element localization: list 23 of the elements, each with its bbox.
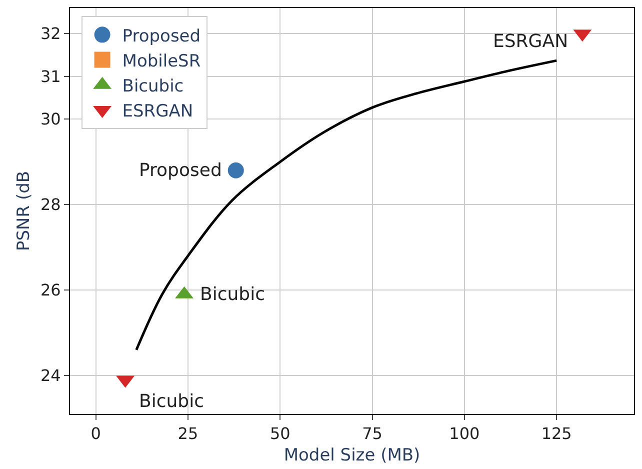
y-tick-label: 32 bbox=[40, 24, 61, 44]
annotation: Bicubic bbox=[200, 284, 265, 305]
y-axis-title: PSNR (dB bbox=[14, 170, 34, 252]
x-tick-label: 100 bbox=[449, 424, 480, 444]
y-tick-label: 31 bbox=[40, 66, 61, 86]
x-axis-title: Model Size (MB) bbox=[284, 446, 420, 466]
x-tick-label: 25 bbox=[178, 424, 198, 444]
y-tick-label: 24 bbox=[40, 366, 61, 386]
legend-label: Bicubic bbox=[122, 76, 184, 96]
x-tick-label: 50 bbox=[270, 424, 290, 444]
y-tick-label: 30 bbox=[40, 110, 61, 129]
y-tick-label: 28 bbox=[40, 195, 61, 214]
point bbox=[228, 162, 244, 178]
y-tick-label: 26 bbox=[40, 280, 61, 300]
legend-label: Proposed bbox=[122, 26, 201, 46]
legend-label: ESRGAN bbox=[122, 102, 194, 122]
legend-label: MobileSR bbox=[122, 51, 201, 72]
annotation: Bicubic bbox=[139, 391, 204, 412]
annotation: Proposed bbox=[139, 160, 222, 181]
x-tick-label: 125 bbox=[541, 424, 572, 444]
x-tick-label: 0 bbox=[90, 424, 101, 444]
x-tick-label: 75 bbox=[362, 424, 382, 444]
annotation: ESRGAN bbox=[493, 31, 568, 52]
